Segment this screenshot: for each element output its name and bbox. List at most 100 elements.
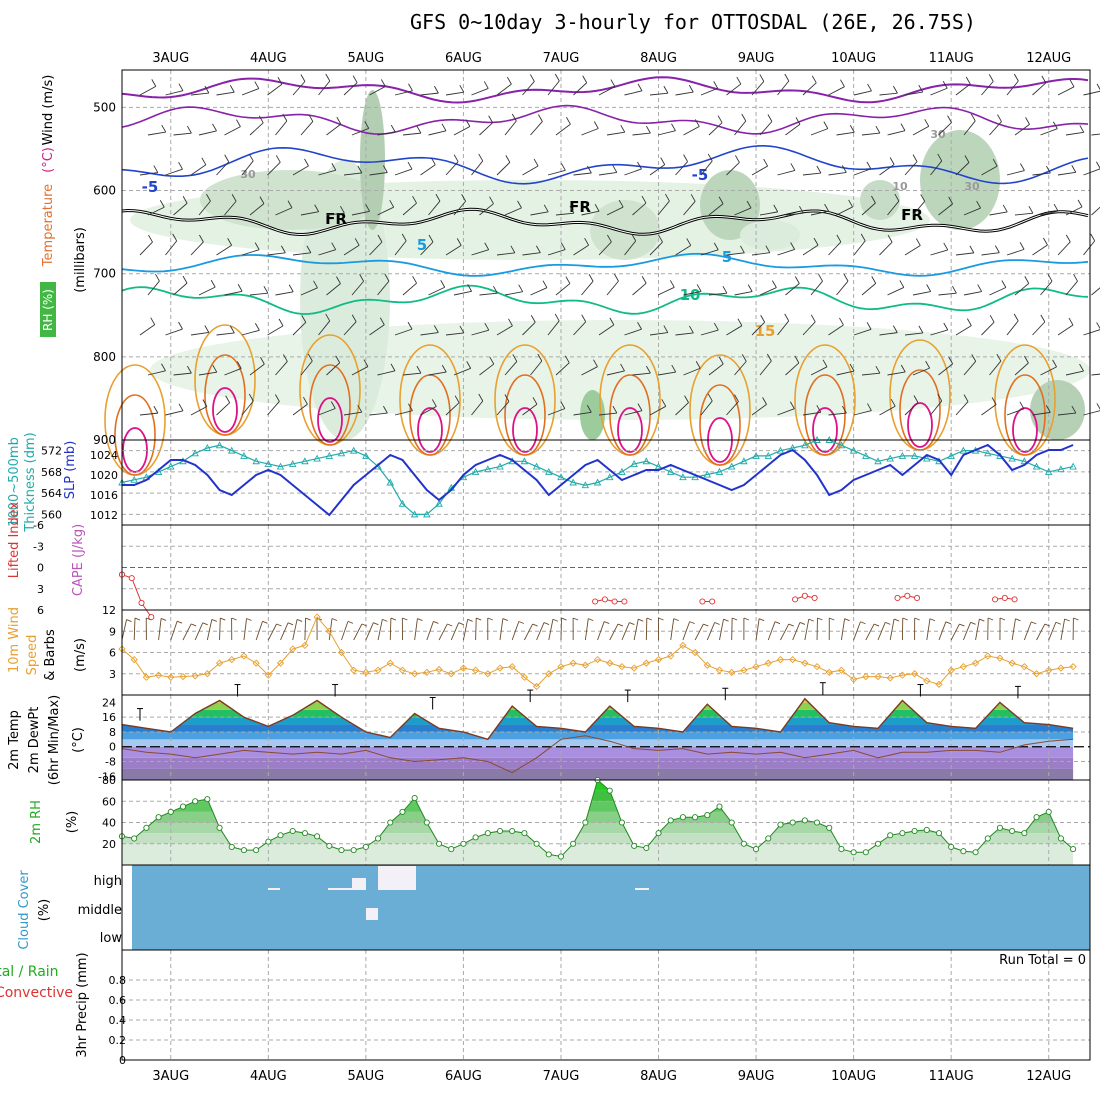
wind-barb: [369, 86, 386, 96]
lifted-index-series-point: [801, 592, 808, 599]
wind-barb-flag: [1020, 163, 1025, 171]
wind-speed-series-point: [301, 641, 309, 650]
wind-barb: [887, 130, 906, 136]
rh-series-point: [557, 853, 565, 860]
wind-barb: [394, 168, 413, 176]
thickness-series-point: [337, 449, 346, 457]
wind-barb-10m: [780, 623, 790, 641]
wind-barb-10m-flag: [808, 618, 814, 622]
wind-barb: [343, 82, 358, 96]
wind-barb-flag: [441, 123, 447, 132]
wind-speed-series-point: [471, 666, 480, 674]
wind-barb: [989, 211, 1008, 216]
wind-barb-flag: [1001, 280, 1007, 288]
wind-barb-flag: [504, 394, 510, 402]
wind-barb-flag: [1069, 79, 1075, 88]
wind-speed-series-point: [252, 659, 260, 667]
date-label-bottom: 8AUG: [640, 1069, 677, 1084]
wind-speed-series-point: [191, 672, 199, 680]
wind-barb-flag: [236, 361, 242, 369]
wind-barb: [836, 206, 853, 216]
thickness-series-point: [959, 446, 968, 454]
wind-barb-10m: [536, 622, 545, 641]
wind-barb: [836, 280, 849, 296]
wind-barb: [267, 252, 286, 256]
wind-barb-10m-flag: [731, 617, 738, 621]
thickness-series-point: [362, 451, 370, 459]
wind-barb-flag: [301, 315, 307, 323]
wind-barb: [190, 241, 204, 256]
rh-series-point: [521, 830, 528, 837]
wind-barb-flag: [1025, 117, 1030, 125]
y-tick-rh: 40: [102, 817, 116, 830]
wind-barb: [606, 280, 619, 296]
wind-barb: [300, 121, 314, 136]
wind-barb-flag: [187, 365, 192, 374]
rh-series-point: [801, 817, 808, 824]
wind-barb: [165, 410, 184, 416]
wind-barb: [683, 126, 700, 136]
wind-barb-flag: [336, 276, 341, 284]
wind-barb-10m: [377, 619, 383, 641]
wind-barb-10m: [304, 618, 307, 641]
lifted-index-series: [121, 574, 152, 618]
wind-barb-flag: [357, 165, 363, 174]
wind-speed-series-point: [679, 641, 687, 650]
wind-barb-flag: [248, 393, 254, 402]
wind-barb: [598, 324, 615, 336]
wind-barb: [428, 200, 441, 216]
wind-barb: [1014, 362, 1029, 376]
wind-barb-10m: [365, 622, 374, 641]
wind-barb-flag: [1071, 165, 1077, 173]
rh-series-point: [265, 838, 272, 845]
rh-shading: [860, 180, 900, 220]
wind-barb-flag: [1071, 405, 1077, 414]
wind-barb: [1040, 128, 1058, 136]
panel-label-rh-text: RH (%): [41, 289, 55, 331]
wind-barb: [241, 329, 260, 336]
wind-barb-10m-flag: [146, 617, 152, 621]
wind-barb: [904, 91, 923, 96]
thickness-series-point: [301, 457, 309, 465]
date-label-top: 5AUG: [347, 51, 384, 66]
thickness-series-point: [215, 441, 224, 449]
wind-speed-series-point: [618, 663, 626, 671]
wind-barb-flag: [848, 199, 853, 208]
wind-barb-flag: [248, 153, 254, 162]
wind-barb: [657, 286, 675, 296]
wind-barb-flag: [441, 364, 447, 373]
wind-barb: [930, 249, 948, 256]
y-tick-temp: 24: [102, 696, 116, 709]
wind-barb-flag: [686, 238, 692, 246]
wind-barb-flag: [586, 405, 592, 413]
wind-speed-series-point: [947, 666, 955, 674]
wind-barb: [1006, 80, 1019, 96]
wind-barb: [963, 291, 982, 296]
wind-barb-10m-flag: [202, 622, 208, 626]
wind-barb-flag: [784, 313, 790, 322]
wind-barb-flag: [204, 325, 210, 333]
wind-barb: [887, 287, 905, 296]
rh-series-point: [679, 814, 686, 821]
wind-speed-series-point: [703, 661, 711, 669]
wind-barb: [904, 402, 919, 416]
wind-barb: [981, 404, 997, 416]
wind-barb: [700, 400, 713, 416]
wind-barb: [606, 206, 624, 216]
wind-barb-flag: [722, 285, 728, 294]
wind-barb: [1032, 321, 1046, 336]
wind-barb: [1057, 86, 1075, 96]
wind-barb-flag: [280, 245, 286, 253]
wind-barb-flag: [663, 85, 669, 94]
wind-barb: [912, 125, 929, 136]
wind-barb: [700, 87, 718, 96]
wind-barb-flag: [637, 161, 642, 170]
wind-barb-flag: [763, 158, 769, 167]
wind-barb-flag: [258, 115, 264, 124]
wind-barb-flag: [631, 233, 637, 242]
wind-barb-flag: [965, 76, 971, 85]
wind-barb-flag: [543, 204, 549, 213]
wind-barb-10m-flag: [723, 618, 729, 622]
wind-speed-series-point: [898, 671, 907, 679]
wind-barb: [675, 91, 694, 96]
